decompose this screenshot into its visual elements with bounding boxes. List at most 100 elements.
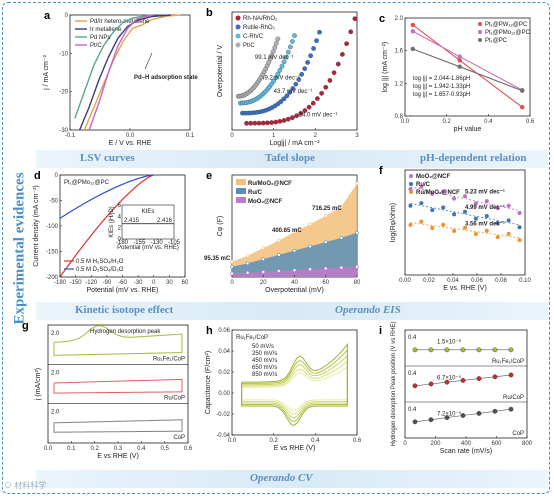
y-tick-label-c: 2.0 — [395, 16, 404, 22]
data-point-b — [260, 120, 266, 126]
data-point-b — [290, 39, 295, 44]
legend-swatch-b — [235, 42, 241, 48]
series-line-a — [83, 14, 181, 131]
x-tick-label-a: 0.1 — [186, 133, 195, 139]
data-point-b — [283, 54, 289, 60]
x-tick-label-g: 0.1 — [67, 446, 76, 452]
series-label-g: Ru/CoP — [164, 396, 185, 402]
slope-label-i: 7.2×10⁻⁵ — [437, 411, 462, 418]
data-point-b — [308, 53, 313, 59]
data-point-i — [492, 374, 498, 380]
data-point-e — [355, 181, 359, 186]
x-tick-label-e: 20 — [260, 280, 267, 286]
data-point-b — [293, 81, 299, 87]
legend-label-f: Ru/C — [416, 182, 431, 188]
data-point-b — [294, 113, 299, 119]
x-tick-label-h: 0.6 — [353, 438, 362, 444]
legend-swatch-c — [478, 38, 482, 42]
panel-label-f: f — [379, 165, 383, 177]
data-point-b — [287, 90, 293, 95]
y-tick-label-a: -10 — [59, 51, 68, 57]
data-point-b — [317, 29, 322, 35]
label-e-3: 95.35 mC — [204, 256, 231, 262]
x-tick-label-i: 600 — [491, 441, 502, 447]
data-point-e — [323, 266, 328, 271]
x-tick-label-e: 60 — [322, 280, 329, 286]
data-point-f — [517, 210, 522, 215]
legend-label-c: Pt₁@PC — [485, 38, 508, 44]
data-point-e — [308, 222, 312, 227]
data-point-c — [457, 54, 462, 59]
legend-label-f: MoO₂@NCF — [416, 174, 451, 180]
data-point-c — [457, 58, 462, 63]
data-point-i — [444, 347, 450, 353]
axis-label-i: 0.4 — [408, 371, 417, 377]
data-point-b — [271, 78, 277, 84]
axes-box-i — [404, 329, 528, 439]
data-point-f — [463, 194, 467, 199]
x-tick-label-g: 0.3 — [114, 446, 123, 452]
cv-loop-h — [241, 342, 348, 426]
slope-label-b: 49.2 mV dec⁻¹ — [261, 75, 300, 81]
data-point-e — [339, 265, 344, 270]
series-label-i: Ru/CoP — [503, 395, 524, 401]
legend-label-d: 0.5 M D₂SO₄/D₂O — [76, 267, 124, 273]
data-point-e — [308, 244, 312, 249]
annotation-g: Hydrogen desorption peak — [90, 329, 161, 335]
x-axis-label-f: E vs. RHE (V) — [443, 285, 487, 292]
y-tick-label-d: -50 — [49, 199, 58, 205]
x-axis-label-a: E / V vs. RHE — [109, 140, 152, 147]
legend-swatch-e — [236, 197, 246, 203]
data-point-i — [460, 413, 466, 418]
inset-y-tick-d: 4 — [118, 214, 122, 220]
data-point-c — [410, 29, 416, 34]
band-row-3 — [36, 470, 548, 488]
y-axis-label-e: Cφ (F) — [217, 216, 224, 236]
data-point-e — [245, 270, 250, 275]
panel-label-h: h — [206, 325, 213, 337]
series-label-i: CoP — [512, 431, 524, 437]
slope-label-f: 4.99 mV dec⁻¹ — [465, 204, 505, 211]
data-point-i — [444, 379, 450, 385]
data-point-b — [311, 46, 316, 51]
data-point-b — [278, 99, 284, 104]
x-tick-label-d: -180 — [54, 280, 67, 286]
data-point-b — [306, 104, 312, 110]
data-point-f — [473, 216, 478, 221]
x-tick-label-c: 0.0 — [401, 119, 410, 125]
data-point-f — [484, 228, 489, 233]
x-tick-label-f: 0.08 — [495, 278, 507, 284]
data-point-b — [344, 41, 349, 46]
series-label-g: Ru₁Fe₁/CoP — [153, 356, 185, 362]
data-point-b — [315, 96, 320, 101]
y-tick-label-c: 0.8 — [395, 114, 404, 120]
series-line-a — [88, 14, 152, 131]
data-point-f — [517, 238, 522, 243]
data-point-b — [281, 59, 287, 65]
data-point-e — [292, 268, 297, 273]
title-h: Ru₁Fe₁/CoP — [236, 335, 268, 341]
data-point-b — [302, 108, 308, 113]
data-point-b — [305, 60, 310, 65]
legend-label-e: Ru/C — [248, 190, 263, 196]
data-point-c — [410, 22, 416, 28]
slope-label-b: 99.1 mV dec⁻¹ — [255, 55, 294, 61]
data-point-b — [285, 116, 291, 122]
x-tick-label-f: 0.02 — [423, 278, 435, 284]
legend-swatch-b — [235, 24, 241, 30]
panel-label-b: b — [206, 7, 213, 19]
data-point-i — [492, 408, 498, 414]
data-point-e — [261, 270, 266, 274]
fit-line-f — [410, 203, 520, 226]
y-axis-label-g: j (mA/cm²) — [35, 368, 42, 401]
y-tick-label-h: 0.06 — [218, 328, 230, 334]
x-tick-label-d: 30 — [166, 280, 173, 286]
y-tick-label-d: -100 — [46, 224, 59, 230]
data-point-i — [508, 406, 514, 412]
data-point-i — [508, 372, 514, 378]
data-point-e — [323, 214, 328, 218]
band-lsv: LSV curves — [80, 152, 135, 164]
data-point-i — [428, 381, 434, 387]
legend-label-f: Ru/MoO₂@NCF — [416, 190, 460, 196]
